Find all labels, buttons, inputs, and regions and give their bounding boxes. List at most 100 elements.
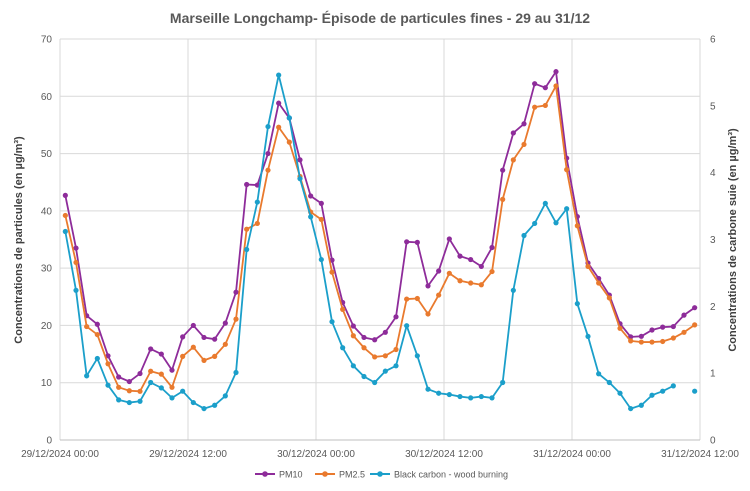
data-point (276, 72, 282, 78)
data-point (382, 353, 388, 359)
data-point (532, 104, 538, 110)
legend-swatch-marker (377, 471, 383, 477)
data-point (382, 368, 388, 374)
data-point (265, 123, 271, 130)
data-point (254, 199, 260, 205)
y2-tick-label: 6 (710, 35, 716, 46)
data-point (628, 405, 634, 412)
y2-tick-label: 5 (710, 101, 716, 112)
data-point (553, 83, 559, 89)
data-point (521, 141, 527, 148)
legend-label: PM10 (279, 470, 303, 480)
y-tick-label: 60 (41, 92, 53, 103)
data-point (73, 245, 79, 251)
data-point (265, 167, 271, 173)
data-point (606, 295, 612, 301)
data-point (436, 390, 442, 396)
data-point (276, 124, 282, 130)
data-point (62, 212, 68, 219)
data-point (404, 296, 410, 302)
data-point (638, 402, 644, 408)
data-point (212, 402, 218, 408)
data-point (574, 301, 580, 307)
data-point (553, 220, 559, 226)
data-point (436, 292, 442, 298)
data-point (222, 341, 228, 347)
y-tick-label: 70 (41, 35, 53, 46)
data-point (94, 355, 100, 362)
data-point (393, 314, 399, 320)
data-point (126, 399, 132, 406)
data-point (233, 289, 239, 295)
data-point (180, 388, 186, 394)
data-point (137, 398, 143, 404)
data-point (404, 239, 410, 245)
data-point (62, 192, 68, 198)
y-tick-label: 30 (41, 264, 53, 275)
data-point (201, 357, 207, 363)
x-tick-label: 30/12/2024 12:00 (405, 449, 483, 460)
data-point (468, 256, 474, 263)
y-tick-label: 10 (41, 378, 53, 389)
legend-item: PM10 (255, 470, 303, 480)
data-point (670, 335, 676, 341)
data-point (692, 305, 698, 311)
data-point (73, 259, 79, 266)
data-point (596, 371, 602, 377)
data-point (105, 353, 111, 359)
data-point (254, 182, 260, 188)
chart-title: Marseille Longchamp- Épisode de particul… (170, 10, 590, 26)
data-point (318, 256, 324, 263)
data-point (126, 378, 132, 385)
y2-tick-label: 0 (710, 436, 716, 447)
data-point (286, 139, 292, 145)
grid (59, 38, 701, 441)
data-point (126, 388, 132, 394)
data-point (340, 306, 346, 312)
data-point (596, 280, 602, 286)
data-point (84, 323, 90, 330)
data-point (244, 181, 250, 188)
data-point (532, 81, 538, 87)
data-point (350, 363, 356, 369)
data-point (500, 196, 506, 202)
data-point (414, 295, 420, 302)
data-point (425, 311, 431, 317)
y-tick-label: 50 (41, 149, 53, 160)
data-point (414, 239, 420, 245)
data-point (361, 345, 367, 351)
data-point (105, 382, 111, 388)
data-point (489, 395, 495, 401)
data-point (308, 193, 314, 199)
data-point (521, 121, 527, 127)
data-point (521, 232, 527, 239)
data-point (382, 329, 388, 335)
data-point (692, 388, 698, 394)
data-point (148, 346, 154, 352)
data-point (361, 334, 367, 341)
data-point (116, 374, 122, 380)
y-tick-label: 0 (46, 436, 52, 447)
data-point (681, 312, 687, 318)
x-tick-label: 31/12/2024 12:00 (661, 449, 739, 460)
y2-tick-label: 1 (710, 369, 716, 380)
data-point (116, 397, 122, 403)
data-point (350, 323, 356, 329)
data-point (84, 373, 90, 379)
data-point (94, 331, 100, 338)
data-point (201, 334, 207, 341)
data-point (606, 379, 612, 386)
data-point (628, 338, 634, 344)
data-point (340, 345, 346, 351)
data-point (425, 386, 431, 392)
data-point (244, 246, 250, 253)
data-point (638, 339, 644, 345)
data-point (148, 379, 154, 386)
y2-tick-label: 3 (710, 235, 716, 246)
data-point (372, 337, 378, 343)
data-point (137, 388, 143, 394)
legend-label: PM2.5 (339, 470, 365, 480)
data-point (585, 333, 591, 340)
data-point (564, 167, 570, 173)
